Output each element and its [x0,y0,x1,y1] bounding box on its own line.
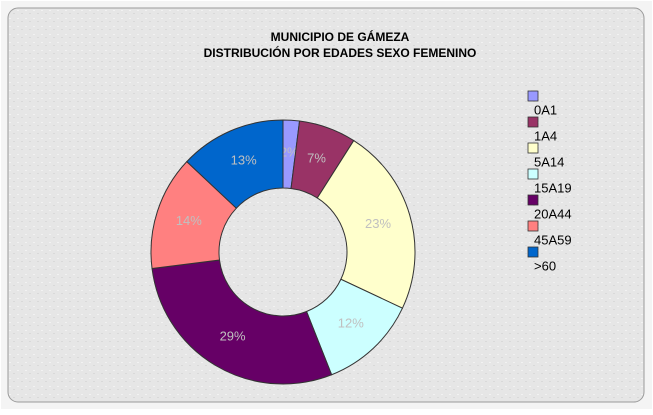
legend-label: 5A14 [534,154,564,169]
legend-swatch [527,220,539,232]
legend-swatch [527,246,539,258]
slice [316,139,416,309]
data-label: 12% [338,316,364,331]
legend-label: 20A44 [534,206,572,221]
chart-title: DISTRIBUCIÓN POR EDADES SEXO FEMENINO [204,45,477,60]
data-label: 14% [176,213,202,228]
legend-label: 1A4 [534,128,557,143]
legend-swatch [527,194,539,206]
data-label: 29% [220,329,246,344]
legend-label: >60 [534,258,556,273]
legend-swatch [527,116,539,128]
slice [186,119,284,209]
data-label: 2% [280,145,299,160]
legend-label: 0A1 [534,102,557,117]
legend-label: 15A19 [534,180,572,195]
legend-swatch [527,90,539,102]
slice [151,259,333,385]
legend-swatch [527,168,539,180]
legend-swatch [527,142,539,154]
legend-label: 45A59 [534,232,572,247]
data-label: 7% [307,150,326,165]
data-label: 23% [365,216,391,231]
chart-title: MUNICIPIO DE GÁMEZA [271,29,410,44]
data-label: 13% [231,153,257,168]
